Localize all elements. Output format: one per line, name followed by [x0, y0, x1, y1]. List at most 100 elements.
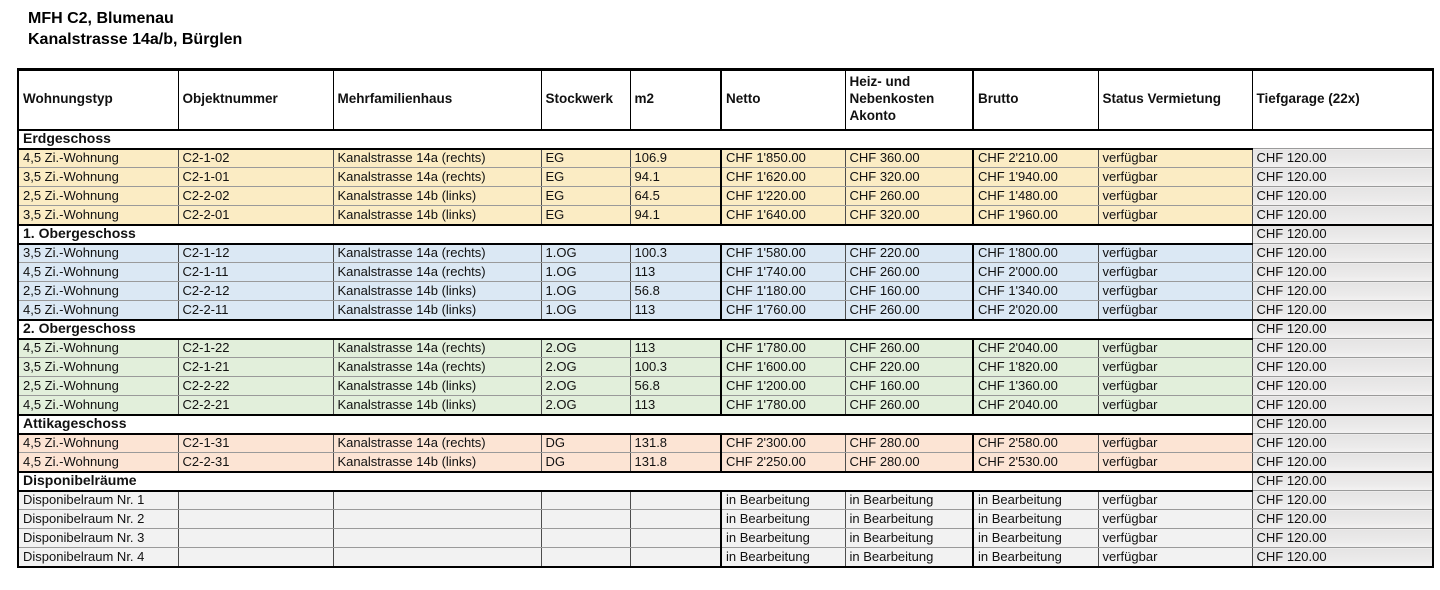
cell-brutto: CHF 1'800.00 — [972, 243, 1099, 263]
document-title-line1: MFH C2, Blumenau — [28, 10, 174, 27]
cell-m2: 64.5 — [630, 186, 722, 206]
cell-m2 — [630, 490, 722, 510]
cell-status: verfügbar — [1098, 243, 1253, 263]
cell-mehrfamilienhaus: Kanalstrasse 14a (rechts) — [333, 433, 542, 453]
cell-netto: CHF 1'780.00 — [720, 338, 846, 358]
cell-mehrfamilienhaus: Kanalstrasse 14a (rechts) — [333, 167, 542, 187]
cell-objektnummer: C2-2-11 — [178, 300, 334, 321]
column-header-brutto: Brutto — [972, 69, 1099, 131]
cell-m2: 131.8 — [630, 433, 722, 453]
cell-wohnungstyp: Disponibelraum Nr. 2 — [18, 509, 179, 529]
cell-objektnummer: C2-2-31 — [178, 452, 334, 473]
cell-status: verfügbar — [1098, 262, 1253, 282]
cell-wohnungstyp: 2,5 Zi.-Wohnung — [18, 186, 179, 206]
cell-netto: CHF 1'620.00 — [720, 167, 846, 187]
cell-status: verfügbar — [1098, 357, 1253, 377]
cell-mehrfamilienhaus: Kanalstrasse 14b (links) — [333, 205, 542, 226]
cell-mehrfamilienhaus — [333, 528, 542, 548]
cell-status: verfügbar — [1098, 509, 1253, 529]
table-row: Disponibelraum Nr. 3 in Bearbeitung in Bea… — [18, 528, 1434, 548]
cell-brutto: CHF 1'480.00 — [972, 186, 1099, 206]
cell-tiefgarage: CHF 120.00 — [1252, 395, 1434, 416]
cell-status: verfügbar — [1098, 452, 1253, 473]
cell-status: verfügbar — [1098, 490, 1253, 510]
cell-objektnummer: C2-2-02 — [178, 186, 334, 206]
cell-netto: CHF 1'600.00 — [720, 357, 846, 377]
cell-wohnungstyp: 3,5 Zi.-Wohnung — [18, 243, 179, 263]
cell-objektnummer: C2-2-21 — [178, 395, 334, 416]
cell-netto: in Bearbeitung — [720, 528, 846, 548]
section-tiefgarage-cell: CHF 120.00 — [1251, 414, 1434, 434]
cell-objektnummer: C2-2-01 — [178, 205, 334, 226]
cell-stockwerk: 2.OG — [541, 338, 631, 358]
cell-mehrfamilienhaus: Kanalstrasse 14b (links) — [333, 281, 542, 301]
header-row: Wohnungstyp Objektnummer Mehrfamilienhau… — [18, 69, 1434, 131]
cell-nebenkosten: CHF 280.00 — [845, 452, 974, 473]
cell-wohnungstyp: 4,5 Zi.-Wohnung — [18, 452, 179, 473]
cell-nebenkosten: CHF 260.00 — [845, 395, 974, 416]
cell-tiefgarage: CHF 120.00 — [1252, 338, 1434, 358]
cell-tiefgarage: CHF 120.00 — [1252, 357, 1434, 377]
cell-objektnummer: C2-1-01 — [178, 167, 334, 187]
cell-wohnungstyp: 3,5 Zi.-Wohnung — [18, 205, 179, 226]
cell-m2: 113 — [630, 395, 722, 416]
cell-status: verfügbar — [1098, 281, 1253, 301]
cell-status: verfügbar — [1098, 300, 1253, 321]
cell-mehrfamilienhaus: Kanalstrasse 14b (links) — [333, 395, 542, 416]
cell-wohnungstyp: 4,5 Zi.-Wohnung — [18, 338, 179, 358]
table-row: 2,5 Zi.-Wohnung C2-2-02 Kanalstrasse 14b (… — [18, 186, 1434, 206]
cell-m2: 113 — [630, 262, 722, 282]
cell-m2: 113 — [630, 338, 722, 358]
document-title-line2: Kanalstrasse 14a/b, Bürglen — [28, 31, 243, 48]
cell-m2: 100.3 — [630, 357, 722, 377]
cell-brutto: in Bearbeitung — [972, 547, 1099, 568]
cell-wohnungstyp: 4,5 Zi.-Wohnung — [18, 262, 179, 282]
cell-nebenkosten: CHF 220.00 — [845, 357, 974, 377]
cell-nebenkosten: CHF 260.00 — [845, 300, 974, 321]
cell-stockwerk: 1.OG — [541, 281, 631, 301]
cell-mehrfamilienhaus: Kanalstrasse 14a (rechts) — [333, 357, 542, 377]
cell-stockwerk — [541, 490, 631, 510]
cell-nebenkosten: CHF 160.00 — [845, 281, 974, 301]
cell-netto: in Bearbeitung — [720, 490, 846, 510]
cell-objektnummer: C2-1-31 — [178, 433, 334, 453]
cell-nebenkosten: CHF 320.00 — [845, 167, 974, 187]
cell-nebenkosten: in Bearbeitung — [845, 490, 974, 510]
section-row: Disponibelräume CHF 120.00 — [18, 471, 1434, 492]
cell-wohnungstyp: 4,5 Zi.-Wohnung — [18, 300, 179, 321]
cell-status: verfügbar — [1098, 205, 1253, 226]
cell-brutto: CHF 1'940.00 — [972, 167, 1099, 187]
table-row: 4,5 Zi.-Wohnung C2-1-11 Kanalstrasse 14a (… — [18, 262, 1434, 282]
column-header-objektnummer: Objektnummer — [178, 69, 334, 131]
cell-status: verfügbar — [1098, 186, 1253, 206]
cell-mehrfamilienhaus — [333, 490, 542, 510]
cell-stockwerk — [541, 509, 631, 529]
cell-m2: 56.8 — [630, 281, 722, 301]
column-header-netto: Netto — [720, 69, 846, 131]
cell-nebenkosten: in Bearbeitung — [845, 528, 974, 548]
section-tiefgarage-cell: CHF 120.00 — [1251, 224, 1434, 244]
cell-wohnungstyp: 2,5 Zi.-Wohnung — [18, 376, 179, 396]
column-header-wohnungstyp: Wohnungstyp — [18, 69, 179, 131]
cell-objektnummer: C2-2-22 — [178, 376, 334, 396]
table-header: Wohnungstyp Objektnummer Mehrfamilienhau… — [18, 69, 1434, 131]
cell-m2: 113 — [630, 300, 722, 321]
table-row: 4,5 Zi.-Wohnung C2-1-22 Kanalstrasse 14a (… — [18, 338, 1434, 358]
section-tiefgarage-cell: CHF 120.00 — [1251, 471, 1434, 491]
cell-netto: CHF 1'760.00 — [720, 300, 846, 321]
cell-stockwerk: 2.OG — [541, 357, 631, 377]
cell-wohnungstyp: Disponibelraum Nr. 4 — [18, 547, 179, 568]
cell-stockwerk: 1.OG — [541, 300, 631, 321]
cell-tiefgarage: CHF 120.00 — [1252, 547, 1434, 568]
cell-objektnummer — [178, 509, 334, 529]
cell-stockwerk: EG — [541, 186, 631, 206]
cell-m2 — [630, 528, 722, 548]
document-title: MFH C2, Blumenau Kanalstrasse 14a/b, Bürg… — [28, 8, 242, 50]
column-header-stockwerk: Stockwerk — [541, 69, 631, 131]
cell-stockwerk — [541, 528, 631, 548]
cell-netto: CHF 1'180.00 — [720, 281, 846, 301]
cell-m2: 94.1 — [630, 167, 722, 187]
table-row: 3,5 Zi.-Wohnung C2-1-12 Kanalstrasse 14a (… — [18, 243, 1434, 263]
cell-objektnummer: C2-2-12 — [178, 281, 334, 301]
